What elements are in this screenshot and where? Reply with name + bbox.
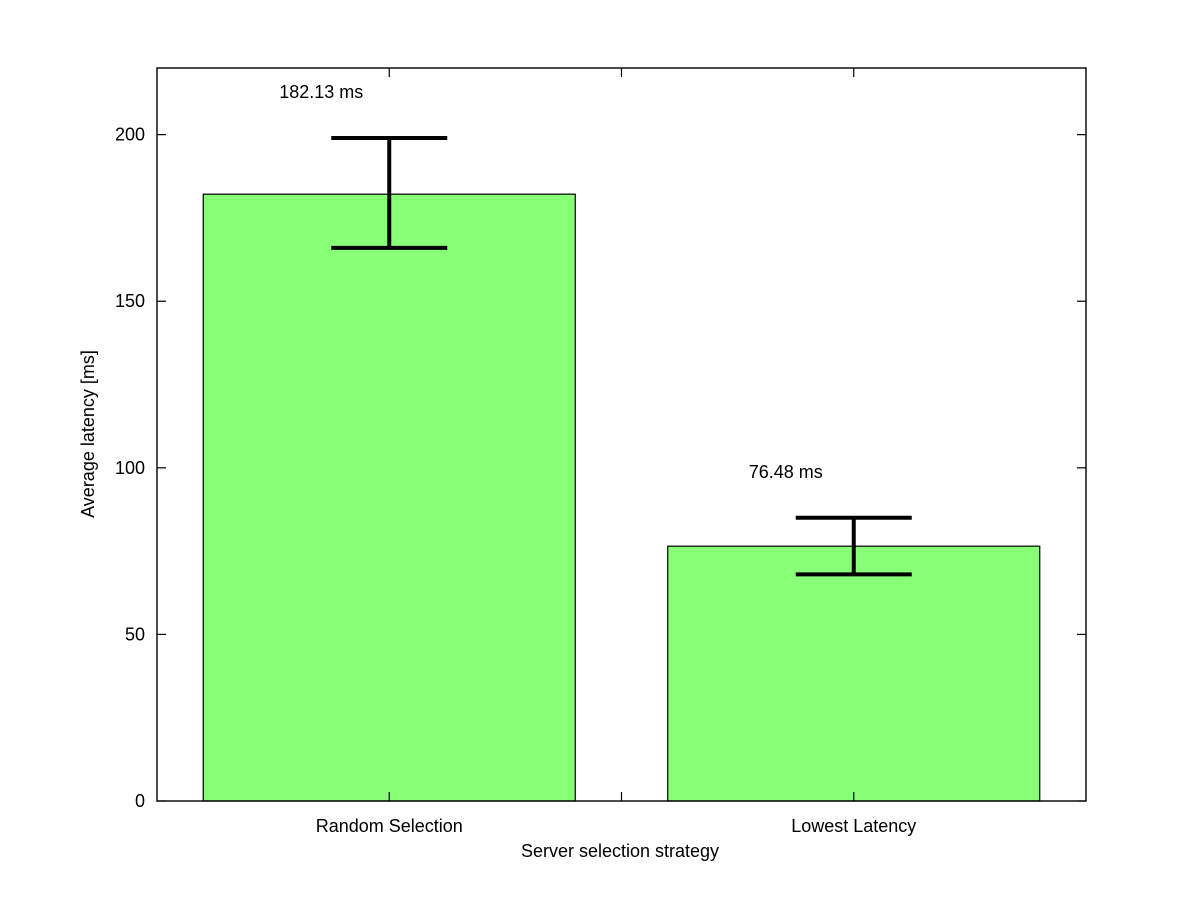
y-tick-label-1: 50 <box>125 624 145 644</box>
error-bar-0 <box>331 135 448 250</box>
data-label-1: 76.48 ms <box>749 462 823 482</box>
bar-1 <box>667 545 1041 802</box>
bars-layer <box>202 193 1041 802</box>
y-axis-ticks: 0 50 100 150 200 <box>115 125 1086 811</box>
data-labels-layer: 182.13 ms 76.48 ms <box>279 82 823 482</box>
y-axis-label: Average latency [ms] <box>78 350 98 518</box>
y-tick-label-2: 100 <box>115 458 145 478</box>
error-bars-layer <box>331 135 912 577</box>
x-axis-ticks: Random Selection Lowest Latency <box>316 68 916 836</box>
x-tick-label-1: Lowest Latency <box>791 816 916 836</box>
y-tick-label-3: 150 <box>115 291 145 311</box>
bar-0 <box>202 193 576 802</box>
y-tick-label-4: 200 <box>115 125 145 145</box>
x-tick-label-0: Random Selection <box>316 816 463 836</box>
x-axis-label: Server selection strategy <box>521 841 719 861</box>
data-label-0: 182.13 ms <box>279 82 363 102</box>
error-bar-1 <box>795 515 912 577</box>
y-tick-label-0: 0 <box>135 791 145 811</box>
